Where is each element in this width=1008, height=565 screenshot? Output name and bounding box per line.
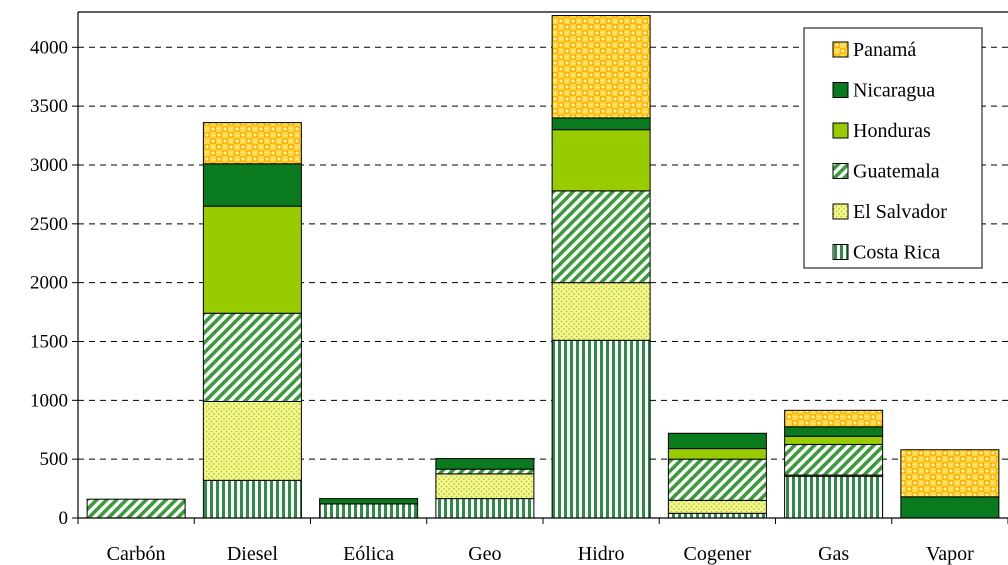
- bar-segment-diesel-2: [202, 312, 302, 403]
- bar-segment-geo-1: [435, 473, 535, 500]
- x-axis: Carbón Diesel Eólica Geo Hidro Cogener Gas Vapo…: [77, 518, 1008, 565]
- x-category-label: Geo: [468, 543, 501, 565]
- bar-segment-cogener-0: [667, 512, 767, 519]
- legend-box: [803, 27, 983, 269]
- bar-segment-diesel-4: [202, 163, 302, 207]
- legend-entry-label: Panamá: [853, 39, 916, 61]
- bar-segment-gas-4: [784, 426, 884, 437]
- legend-entry-label: El Salvador: [853, 201, 947, 223]
- x-category-label: Hidro: [578, 543, 625, 565]
- bar-segment-geo-4: [435, 458, 535, 470]
- y-tick-label: 3500: [30, 96, 68, 117]
- bar-segment-hidro-3: [551, 129, 651, 192]
- legend-swatch-1: [832, 82, 849, 98]
- y-tick-label: 4000: [30, 37, 68, 58]
- bars: [86, 15, 1000, 519]
- bar-segment-hidro-1: [551, 282, 651, 341]
- y-axis: 0 500 1000 1500 2000 2500 3000 3500 4000: [30, 37, 78, 529]
- y-tick-label: 0: [59, 508, 69, 529]
- bar-segment-gas-5: [784, 409, 884, 428]
- bar-segment-vapor-5: [900, 449, 1000, 498]
- bar-segment-carbón-2: [86, 498, 186, 519]
- bar-segment-hidro-0: [551, 339, 651, 519]
- y-tick-label: 2500: [30, 214, 68, 235]
- legend-entry-label: Guatemala: [853, 161, 940, 183]
- bar-segment-geo-0: [435, 498, 535, 519]
- y-tick-label: 1000: [30, 390, 68, 411]
- y-tick-label: 2000: [30, 273, 68, 294]
- y-tick-label: 500: [40, 449, 69, 470]
- legend-swatch-3: [832, 163, 849, 179]
- legend-entry-label: Honduras: [853, 120, 931, 142]
- legend-swatch-0: [832, 41, 849, 58]
- bar-segment-gas-2: [784, 443, 884, 476]
- y-tick-label: 1500: [30, 331, 68, 352]
- bar-segment-cogener-4: [667, 432, 767, 450]
- bar-segment-hidro-2: [551, 190, 651, 284]
- legend-swatch-5: [832, 244, 849, 260]
- x-category-label: Carbón: [107, 543, 166, 565]
- bar-segment-diesel-0: [202, 479, 302, 519]
- bar-segment-vapor-4: [900, 496, 1000, 519]
- x-category-label: Vapor: [926, 543, 974, 565]
- legend-entry-label: Costa Rica: [853, 242, 940, 264]
- legend-swatch-2: [832, 122, 849, 139]
- bar-segment-geo-2: [435, 468, 535, 475]
- bar-segment-cogener-1: [667, 499, 767, 514]
- bar-segment-cogener-3: [667, 448, 767, 460]
- x-category-label: Gas: [818, 543, 849, 565]
- bar-segment-eólica-4: [319, 498, 419, 505]
- y-tick-label: 3000: [30, 155, 68, 176]
- bar-segment-hidro-5: [551, 15, 651, 119]
- legend: Panamá Nicaragua Honduras Guatemala El Salva…: [803, 27, 983, 269]
- bar-segment-gas-3: [784, 435, 884, 445]
- bar-segment-diesel-5: [202, 122, 302, 165]
- legend-swatch-4: [832, 203, 849, 220]
- bar-segment-hidro-4: [551, 117, 651, 131]
- legend-entry-label: Nicaragua: [853, 80, 935, 102]
- bar-segment-diesel-1: [202, 401, 302, 481]
- x-category-label: Cogener: [683, 543, 751, 565]
- bar-segment-diesel-3: [202, 205, 302, 314]
- x-category-label: Eólica: [343, 543, 394, 565]
- bar-segment-gas-0: [784, 475, 884, 519]
- x-category-label: Diesel: [227, 543, 279, 565]
- bar-segment-cogener-2: [667, 458, 767, 501]
- bar-segment-eólica-0: [319, 503, 419, 519]
